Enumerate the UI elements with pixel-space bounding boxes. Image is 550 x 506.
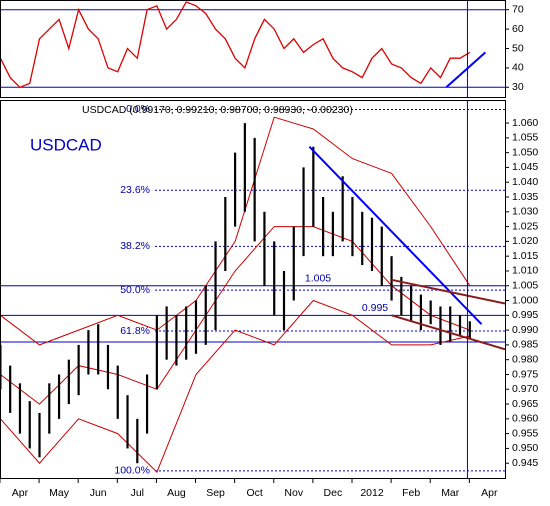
- trendline: [391, 278, 505, 305]
- plot-area: [0, 100, 505, 478]
- x-tick-label: Jul: [131, 487, 144, 499]
- y-tick-label: 0.970: [512, 383, 538, 395]
- y-tick-label: 0.990: [512, 324, 538, 336]
- x-tick-label: Feb: [402, 487, 420, 499]
- panel-frame: [0, 100, 506, 479]
- x-tick-label: Jun: [90, 487, 107, 499]
- x-tick-label: May: [49, 487, 70, 499]
- y-tick-label: 50: [512, 42, 524, 54]
- y-tick-label: 60: [512, 23, 524, 35]
- level-label: 0.995: [362, 302, 388, 314]
- y-tick-label: 1.010: [512, 265, 538, 277]
- y-tick-label: 1.050: [512, 146, 538, 158]
- fib-label: 100.0%: [114, 465, 150, 477]
- y-tick-label: 0.980: [512, 353, 538, 365]
- x-tick-label: Nov: [284, 487, 303, 499]
- level-label: 1.005: [305, 273, 331, 285]
- x-tick-label: 2012: [360, 487, 384, 499]
- y-tick-label: 0.960: [512, 413, 538, 425]
- y-tick-label: 0.945: [512, 457, 538, 469]
- symbol-label: USDCAD: [30, 135, 102, 154]
- y-tick-label: 1.045: [512, 161, 538, 173]
- x-tick-label: Sep: [206, 487, 225, 499]
- chart-title: USDCAD (0.99170, 0.99210, 0.98700, 0.989…: [82, 104, 353, 116]
- fib-label: 50.0%: [120, 284, 150, 296]
- trendline: [445, 51, 487, 89]
- y-tick-label: 0.975: [512, 368, 538, 380]
- y-tick-label: 1.035: [512, 191, 538, 203]
- x-tick-label: Apr: [12, 487, 29, 499]
- band-upper: [0, 116, 471, 346]
- y-tick-label: 1.005: [512, 280, 538, 292]
- fib-label: 61.8%: [120, 325, 150, 337]
- indicator-line: [0, 1, 471, 89]
- y-tick-label: 1.020: [512, 235, 538, 247]
- y-tick-label: 1.040: [512, 176, 538, 188]
- y-tick-label: 1.060: [512, 117, 538, 129]
- y-tick-label: 30: [512, 81, 524, 93]
- x-tick-label: Mar: [441, 487, 460, 499]
- y-tick-label: 0.965: [512, 398, 538, 410]
- x-tick-label: Aug: [167, 487, 186, 499]
- trendline: [391, 314, 505, 351]
- x-tick-label: Oct: [246, 487, 262, 499]
- y-tick-label: 0.955: [512, 427, 538, 439]
- fib-label: 0.0%: [126, 103, 150, 115]
- y-tick-label: 70: [512, 3, 524, 15]
- y-tick-label: 1.015: [512, 250, 538, 262]
- fib-label: 38.2%: [120, 240, 150, 252]
- y-tick-label: 0.985: [512, 339, 538, 351]
- y-tick-label: 1.025: [512, 220, 538, 232]
- x-tick-label: Dec: [324, 487, 343, 499]
- y-tick-label: 40: [512, 62, 524, 74]
- y-tick-label: 1.030: [512, 206, 538, 218]
- y-tick-label: 0.950: [512, 442, 538, 454]
- y-tick-label: 0.995: [512, 309, 538, 321]
- trendline: [308, 146, 483, 325]
- plot-area: [0, 0, 505, 97]
- y-tick-label: 1.000: [512, 294, 538, 306]
- y-tick-label: 1.055: [512, 132, 538, 144]
- band-lower: [0, 299, 470, 473]
- fib-label: 23.6%: [120, 184, 150, 196]
- panel-frame: [0, 0, 506, 98]
- x-tick-label: Apr: [481, 487, 498, 499]
